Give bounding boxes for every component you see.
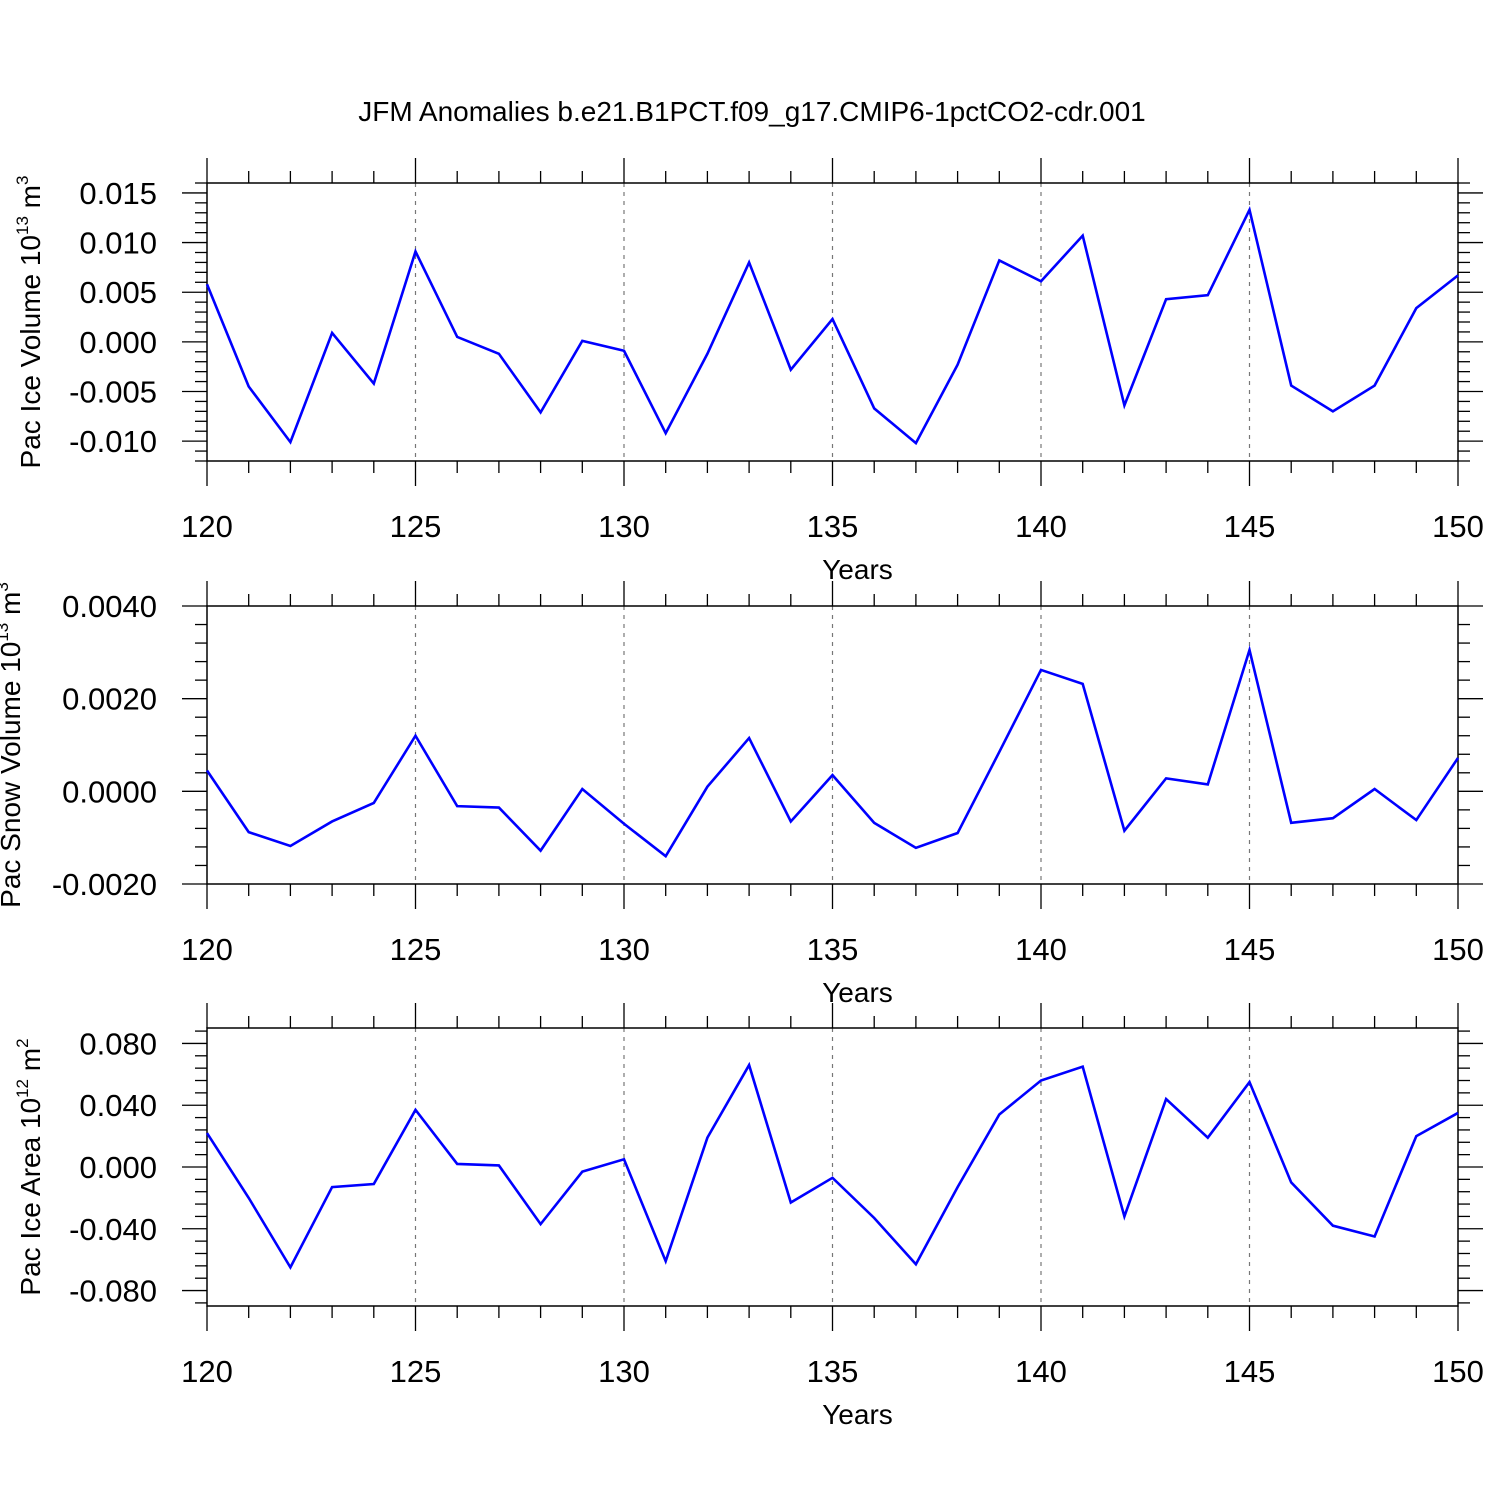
y-axis-title-part: Pac Snow Volume 10: [0, 642, 26, 908]
x-tick-label: 150: [1432, 932, 1484, 967]
x-axis-title: Years: [822, 554, 893, 585]
x-tick-label: 135: [807, 509, 859, 544]
y-tick-label: -0.040: [69, 1212, 157, 1247]
x-tick-label: 120: [181, 509, 233, 544]
y-tick-label: 0.005: [79, 275, 157, 310]
x-tick-label: 140: [1015, 509, 1067, 544]
y-axis-title-part: 2: [13, 1038, 32, 1047]
x-tick-label: 135: [807, 932, 859, 967]
y-tick-label: 0.010: [79, 226, 157, 261]
x-tick-label: 135: [807, 1354, 859, 1389]
x-tick-label: 130: [598, 1354, 650, 1389]
data-line: [205, 205, 1459, 446]
y-axis-title-part: 12: [13, 1079, 32, 1098]
x-tick-label: 125: [390, 509, 442, 544]
y-tick-label: 0.015: [79, 176, 157, 211]
x-tick-label: 145: [1224, 1354, 1276, 1389]
x-axis-title: Years: [822, 977, 893, 1008]
data-line: [205, 1061, 1459, 1271]
y-tick-label: 0.0000: [62, 774, 157, 809]
x-tick-label: 130: [598, 509, 650, 544]
y-tick-label: 0.000: [79, 325, 157, 360]
y-axis-title: Pac Ice Volume 1013 m3: [13, 176, 46, 469]
y-axis-title-part: 3: [0, 582, 12, 591]
y-tick-label: 0.040: [79, 1088, 157, 1123]
x-tick-label: 140: [1015, 932, 1067, 967]
y-axis-title-part: m: [15, 185, 46, 216]
y-axis-title: Pac Ice Area 1012 m2: [13, 1038, 46, 1295]
x-tick-label: 145: [1224, 509, 1276, 544]
y-tick-label: 0.0020: [62, 682, 157, 717]
data-line: [205, 645, 1460, 859]
x-tick-label: 120: [181, 1354, 233, 1389]
y-tick-label: 0.0040: [62, 589, 157, 624]
panels: 120 125 130 135 140 145 150 -0.010 -0.005 0.000 0.…: [0, 158, 1484, 1430]
y-tick-label: -0.005: [69, 375, 157, 410]
x-tick-label: 145: [1224, 932, 1276, 967]
chart-panel-3: 120 125 130 135 140 145 150 -0.080 -0.040 0.000 0.…: [13, 1003, 1484, 1430]
x-axis-title: Years: [822, 1399, 893, 1430]
x-tick-label: 130: [598, 932, 650, 967]
x-tick-label: 140: [1015, 1354, 1067, 1389]
y-tick-label: -0.080: [69, 1274, 157, 1309]
x-tick-label: 125: [390, 1354, 442, 1389]
figure-title: JFM Anomalies b.e21.B1PCT.f09_g17.CMIP6-…: [358, 96, 1146, 127]
x-tick-label: 150: [1432, 1354, 1484, 1389]
x-tick-label: 120: [181, 932, 233, 967]
x-tick-label: 125: [390, 932, 442, 967]
y-axis-title-part: Pac Ice Volume 10: [15, 235, 46, 468]
x-tick-label: 150: [1432, 509, 1484, 544]
chart-panel-1: 120 125 130 135 140 145 150 -0.010 -0.005 0.000 0.…: [13, 158, 1484, 585]
y-axis-title-part: m: [0, 592, 26, 623]
chart-panel-2: 120 125 130 135 140 145 150 -0.0020 0.0000 0.0020…: [0, 581, 1484, 1008]
y-axis-title-part: 13: [13, 216, 32, 235]
y-tick-label: 0.080: [79, 1026, 157, 1061]
y-tick-label: -0.010: [69, 424, 157, 459]
y-axis-title-part: m: [15, 1048, 46, 1079]
y-tick-label: 0.000: [79, 1150, 157, 1185]
y-axis-title-part: 13: [0, 623, 12, 642]
y-tick-label: -0.0020: [52, 867, 157, 902]
y-axis-title-part: Pac Ice Area 10: [15, 1098, 46, 1296]
y-axis-title-part: 3: [13, 176, 32, 185]
y-axis-title: Pac Snow Volume 1013 m3: [0, 582, 26, 908]
